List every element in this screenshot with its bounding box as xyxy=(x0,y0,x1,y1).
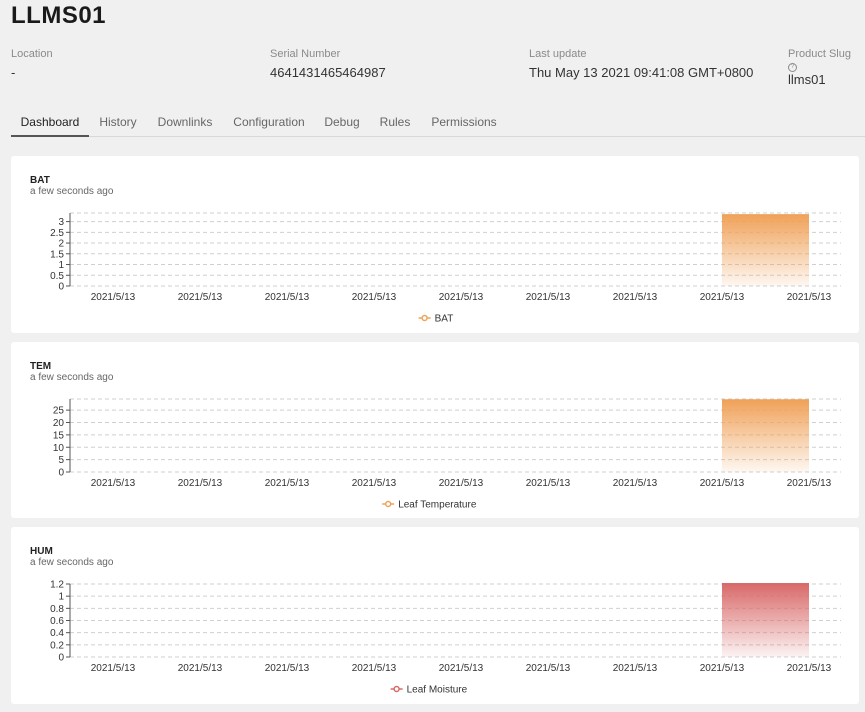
y-tick-label: 20 xyxy=(53,418,65,429)
y-tick-label: 1.2 xyxy=(50,580,64,591)
y-tick-label: 1 xyxy=(58,592,64,603)
chart-card-bat: BAT a few seconds ago 0 0.5 1 1.5 2 2.5 3 2021/… xyxy=(11,156,859,333)
x-tick-label: 2021/5/13 xyxy=(439,478,484,489)
product-slug-value: llms01 xyxy=(788,72,826,87)
area-fill xyxy=(722,400,809,472)
chart-subtitle: a few seconds ago xyxy=(30,372,114,383)
x-tick-label: 2021/5/13 xyxy=(91,292,136,303)
chart-title: BAT xyxy=(30,175,50,186)
x-tick-label: 2021/5/13 xyxy=(700,478,745,489)
y-tick-label: 0.5 xyxy=(50,271,64,282)
tab-downlinks[interactable]: Downlinks xyxy=(157,115,213,129)
legend-item[interactable]: Leaf Temperature xyxy=(382,500,477,511)
chart-card-tem: TEM a few seconds ago 0 5 10 15 20 25 2021/5/1… xyxy=(11,342,859,518)
y-tick-label: 15 xyxy=(53,430,65,441)
tab-bar: Dashboard History Downlinks Configuratio… xyxy=(11,108,865,137)
tab-history[interactable]: History xyxy=(99,115,137,129)
chart-subtitle: a few seconds ago xyxy=(30,557,114,568)
help-icon-glyph: ? xyxy=(788,63,797,72)
legend-marker xyxy=(384,500,392,508)
x-tick-label: 2021/5/13 xyxy=(265,663,310,674)
x-tick-label: 2021/5/13 xyxy=(526,478,571,489)
area-fill xyxy=(722,584,809,657)
serial-field: Serial Number 4641431465464987 xyxy=(270,48,386,80)
y-tick-label: 2.5 xyxy=(50,228,64,239)
x-tick-label: 2021/5/13 xyxy=(787,663,832,674)
x-tick-label: 2021/5/13 xyxy=(613,478,658,489)
x-tick-label: 2021/5/13 xyxy=(178,478,223,489)
chart-card-hum: HUM a few seconds ago 0 0.2 0.4 0.6 0.8 1 1.2 2… xyxy=(11,527,859,704)
y-tick-label: 1 xyxy=(58,260,64,271)
y-tick-label: 0 xyxy=(58,468,64,479)
location-label: Location xyxy=(11,48,53,60)
legend-label: BAT xyxy=(435,314,454,325)
x-tick-label: 2021/5/13 xyxy=(613,292,658,303)
x-tick-label: 2021/5/13 xyxy=(613,663,658,674)
y-tick-label: 0.6 xyxy=(50,616,64,627)
legend-label: Leaf Moisture xyxy=(407,685,468,696)
x-tick-label: 2021/5/13 xyxy=(352,663,397,674)
x-tick-label: 2021/5/13 xyxy=(178,663,223,674)
y-tick-label: 2 xyxy=(58,239,64,250)
legend-label: Leaf Temperature xyxy=(398,500,477,511)
help-icon[interactable]: ? xyxy=(788,61,851,72)
product-slug-field: Product Slug ? llms01 xyxy=(788,48,851,87)
serial-label: Serial Number xyxy=(270,48,341,60)
chart-subtitle: a few seconds ago xyxy=(30,186,114,197)
y-tick-label: 0 xyxy=(58,653,64,664)
x-tick-label: 2021/5/13 xyxy=(91,478,136,489)
x-tick-label: 2021/5/13 xyxy=(526,663,571,674)
product-slug-label: Product Slug xyxy=(788,48,851,60)
legend-item[interactable]: BAT xyxy=(418,314,454,325)
tab-permissions[interactable]: Permissions xyxy=(431,115,497,129)
x-tick-label: 2021/5/13 xyxy=(787,478,832,489)
x-tick-label: 2021/5/13 xyxy=(352,292,397,303)
chart-title: HUM xyxy=(30,546,53,557)
bat-chart: 00.511.522.53 2021/5/13 2021/5/13 2021/5/13… xyxy=(50,212,841,325)
y-tick-label: 5 xyxy=(58,455,64,466)
tab-dashboard[interactable]: Dashboard xyxy=(11,108,89,137)
location-value: - xyxy=(11,65,16,80)
hum-chart: 0 0.20.40.60.811.2 2021/5/13 2021/5/13 2021/… xyxy=(50,580,841,696)
serial-value: 4641431465464987 xyxy=(270,65,386,80)
x-tick-label: 2021/5/13 xyxy=(178,292,223,303)
y-tick-label: 0.4 xyxy=(50,628,64,639)
last-update-value: Thu May 13 2021 09:41:08 GMT+0800 xyxy=(529,65,754,80)
last-update-label: Last update xyxy=(529,48,587,60)
x-tick-label: 2021/5/13 xyxy=(91,663,136,674)
y-tick-label: 0.2 xyxy=(50,640,64,651)
legend-marker xyxy=(421,314,428,322)
x-tick-label: 2021/5/13 xyxy=(439,292,484,303)
y-tick-label: 3 xyxy=(58,217,64,228)
tab-rules[interactable]: Rules xyxy=(379,115,411,129)
legend-item[interactable]: Leaf Moisture xyxy=(390,685,468,696)
last-update-field: Last update Thu May 13 2021 09:41:08 GMT… xyxy=(529,48,753,80)
y-tick-label: 25 xyxy=(53,406,65,417)
location-field: Location - xyxy=(11,48,53,80)
y-tick-label: 0.8 xyxy=(50,604,64,615)
x-tick-label: 2021/5/13 xyxy=(265,478,310,489)
legend-marker xyxy=(393,685,400,693)
y-tick-label: 1.5 xyxy=(50,249,64,260)
x-tick-label: 2021/5/13 xyxy=(787,292,832,303)
tab-debug[interactable]: Debug xyxy=(324,115,360,129)
y-tick-label: 0 xyxy=(58,282,64,293)
tab-configuration[interactable]: Configuration xyxy=(233,115,305,129)
x-tick-label: 2021/5/13 xyxy=(700,292,745,303)
x-tick-label: 2021/5/13 xyxy=(265,292,310,303)
x-tick-label: 2021/5/13 xyxy=(700,663,745,674)
x-tick-label: 2021/5/13 xyxy=(352,478,397,489)
x-tick-label: 2021/5/13 xyxy=(439,663,484,674)
y-tick-label: 10 xyxy=(53,443,65,454)
chart-title: TEM xyxy=(30,361,52,372)
area-fill xyxy=(722,215,809,286)
device-title: LLMS01 xyxy=(11,2,107,29)
x-tick-label: 2021/5/13 xyxy=(526,292,571,303)
